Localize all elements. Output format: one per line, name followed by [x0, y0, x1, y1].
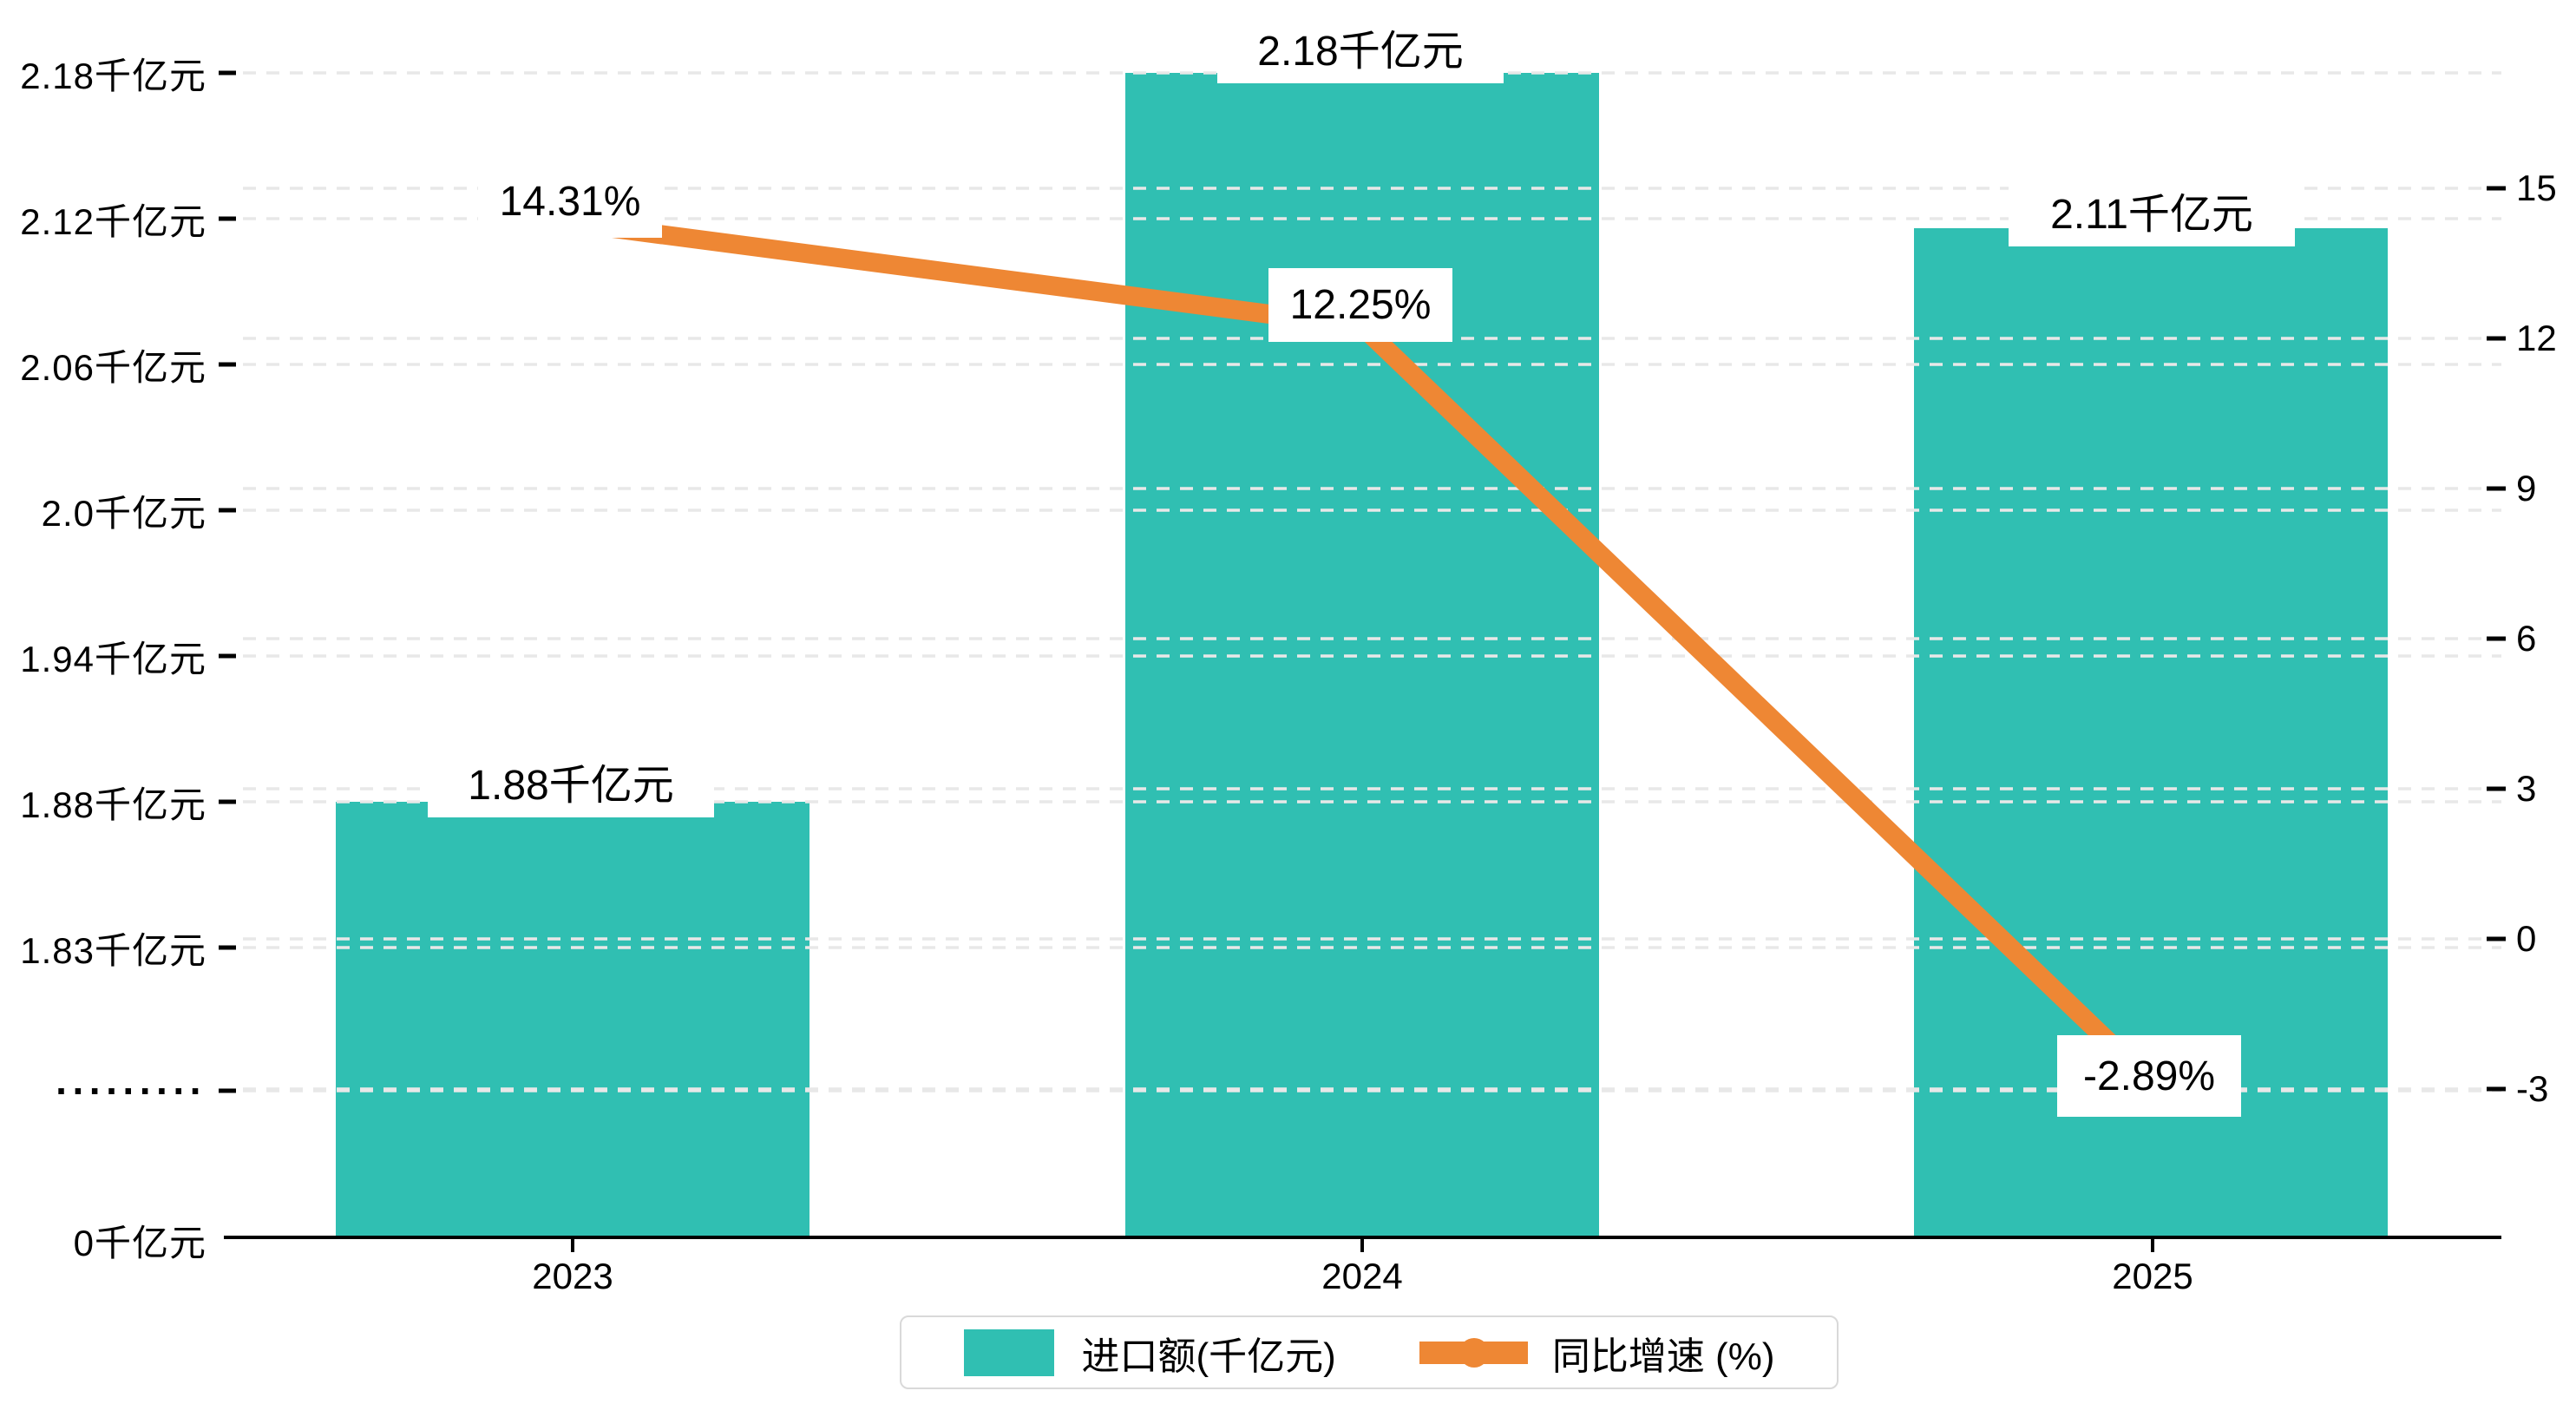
- bar-value-label-2023: 1.88千亿元: [428, 745, 714, 817]
- legend-bar-label: 进口额(千亿元): [1081, 1335, 1336, 1378]
- bar-2023: [336, 802, 810, 1237]
- left-axis-label-1-88: 1.88千亿元: [20, 784, 206, 825]
- right-axis-label-neg3: -3: [2516, 1068, 2549, 1109]
- right-axis-label-12: 12: [2516, 318, 2557, 358]
- left-axis-ticks: [219, 70, 236, 1093]
- left-axis-label-2-06: 2.06千亿元: [20, 346, 206, 388]
- bar-value-label-2025: 2.11千亿元: [2009, 174, 2295, 246]
- right-axis-label-3: 3: [2516, 768, 2537, 809]
- legend-line-marker-icon: [1419, 1337, 1528, 1368]
- left-axis-label-0: 0千亿元: [73, 1222, 206, 1263]
- line-value-label-2024: 12.25%: [1268, 268, 1452, 342]
- x-label-2023: 2023: [532, 1256, 613, 1296]
- line-value-label-2025: -2.89%: [2057, 1035, 2241, 1117]
- x-label-2024: 2024: [1321, 1256, 1403, 1296]
- legend: 进口额(千亿元) 同比增速 (%): [900, 1315, 1839, 1389]
- right-axis-ticks: [2487, 186, 2506, 1092]
- x-label-2025: 2025: [2112, 1256, 2193, 1296]
- left-axis-break-dots: ·········: [56, 1068, 206, 1113]
- right-axis-label-9: 9: [2516, 468, 2537, 508]
- right-axis-label-0: 0: [2516, 918, 2537, 959]
- left-axis-label-2-12: 2.12千亿元: [20, 200, 206, 242]
- growth-line-series: [563, 213, 2162, 1093]
- line-value-label-2023: 14.31%: [478, 165, 662, 238]
- right-axis-label-15: 15: [2516, 167, 2557, 208]
- left-axis-label-2-0: 2.0千亿元: [41, 492, 206, 534]
- legend-bar-swatch-icon: [963, 1328, 1054, 1376]
- legend-line-label: 同比增速 (%): [1551, 1335, 1775, 1378]
- x-axis-ticks: [571, 1239, 2154, 1252]
- bar-value-label-2024: 2.18千亿元: [1217, 10, 1504, 83]
- left-axis-label-1-83: 1.83千亿元: [20, 929, 206, 971]
- right-axis-label-6: 6: [2516, 618, 2537, 659]
- left-axis-label-2-18: 2.18千亿元: [20, 55, 206, 96]
- left-axis-label-1-94: 1.94千亿元: [20, 638, 206, 679]
